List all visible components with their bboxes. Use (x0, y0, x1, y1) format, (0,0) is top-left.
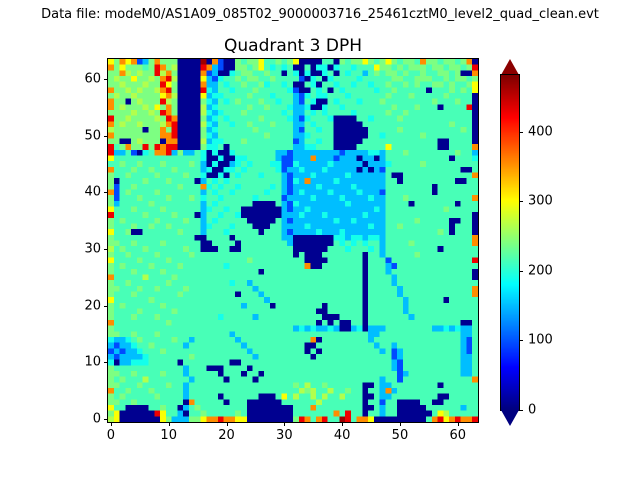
colorbar-tick-label: 100 (528, 332, 553, 348)
colorbar-under-arrow (501, 410, 519, 426)
x-axis-tick-label: 40 (333, 428, 351, 443)
x-axis-tick-label: 20 (218, 428, 235, 443)
x-axis-tick-mark (342, 422, 344, 426)
colorbar-over-arrow (501, 59, 519, 75)
x-axis-tick-label: 60 (449, 428, 467, 443)
y-axis-tick-label: 30 (84, 241, 101, 257)
colorbar-tick-mark (519, 340, 523, 342)
colorbar-tick-label: 400 (528, 124, 553, 140)
x-axis-tick-label: 10 (160, 428, 177, 443)
x-axis-tick-label: 50 (391, 428, 409, 443)
x-axis-tick-mark (110, 422, 112, 426)
heatmap-canvas (108, 59, 478, 422)
y-axis-tick-mark (104, 78, 108, 80)
colorbar-tick-mark (519, 131, 523, 133)
x-axis-tick-mark (284, 422, 286, 426)
y-axis-tick-mark (104, 135, 108, 137)
chart-title: Quadrant 3 DPH (224, 36, 362, 56)
colorbar-gradient-canvas (501, 75, 519, 410)
x-axis-tick-mark (168, 422, 170, 426)
x-axis-tick-mark (399, 422, 401, 426)
y-axis-tick-label: 0 (92, 411, 101, 427)
colorbar-tick-label: 300 (528, 193, 553, 209)
y-axis-tick-mark (104, 419, 108, 421)
heatmap-axes: 0 10 20 30 40 50 60 0 10 20 30 40 50 60 (84, 58, 479, 443)
x-axis-tick-mark (457, 422, 459, 426)
y-axis-tick-mark (104, 305, 108, 307)
y-axis-tick-label: 50 (84, 128, 101, 144)
colorbar-tick-mark (519, 201, 523, 203)
y-axis-tick-label: 60 (84, 71, 101, 87)
colorbar-tick-mark (519, 410, 523, 411)
y-axis-tick-mark (104, 362, 108, 364)
data-file-annotation: Data file: modeM0/AS1A09_085T02_90000037… (41, 7, 599, 22)
colorbar-tick-label: 0 (528, 402, 537, 418)
x-axis-tick-label: 30 (276, 428, 293, 443)
y-axis-tick-mark (104, 249, 108, 250)
y-axis-tick-label: 20 (84, 298, 101, 314)
x-axis-tick-label: 0 (106, 428, 116, 443)
colorbar-tick-label: 200 (528, 263, 553, 279)
colorbar-body (500, 74, 520, 411)
x-axis-tick-mark (226, 422, 228, 426)
y-axis-tick-label: 10 (84, 354, 101, 370)
colorbar-tick-mark (519, 270, 523, 272)
y-axis-tick-label: 40 (84, 184, 101, 200)
y-axis-tick-mark (104, 192, 108, 194)
